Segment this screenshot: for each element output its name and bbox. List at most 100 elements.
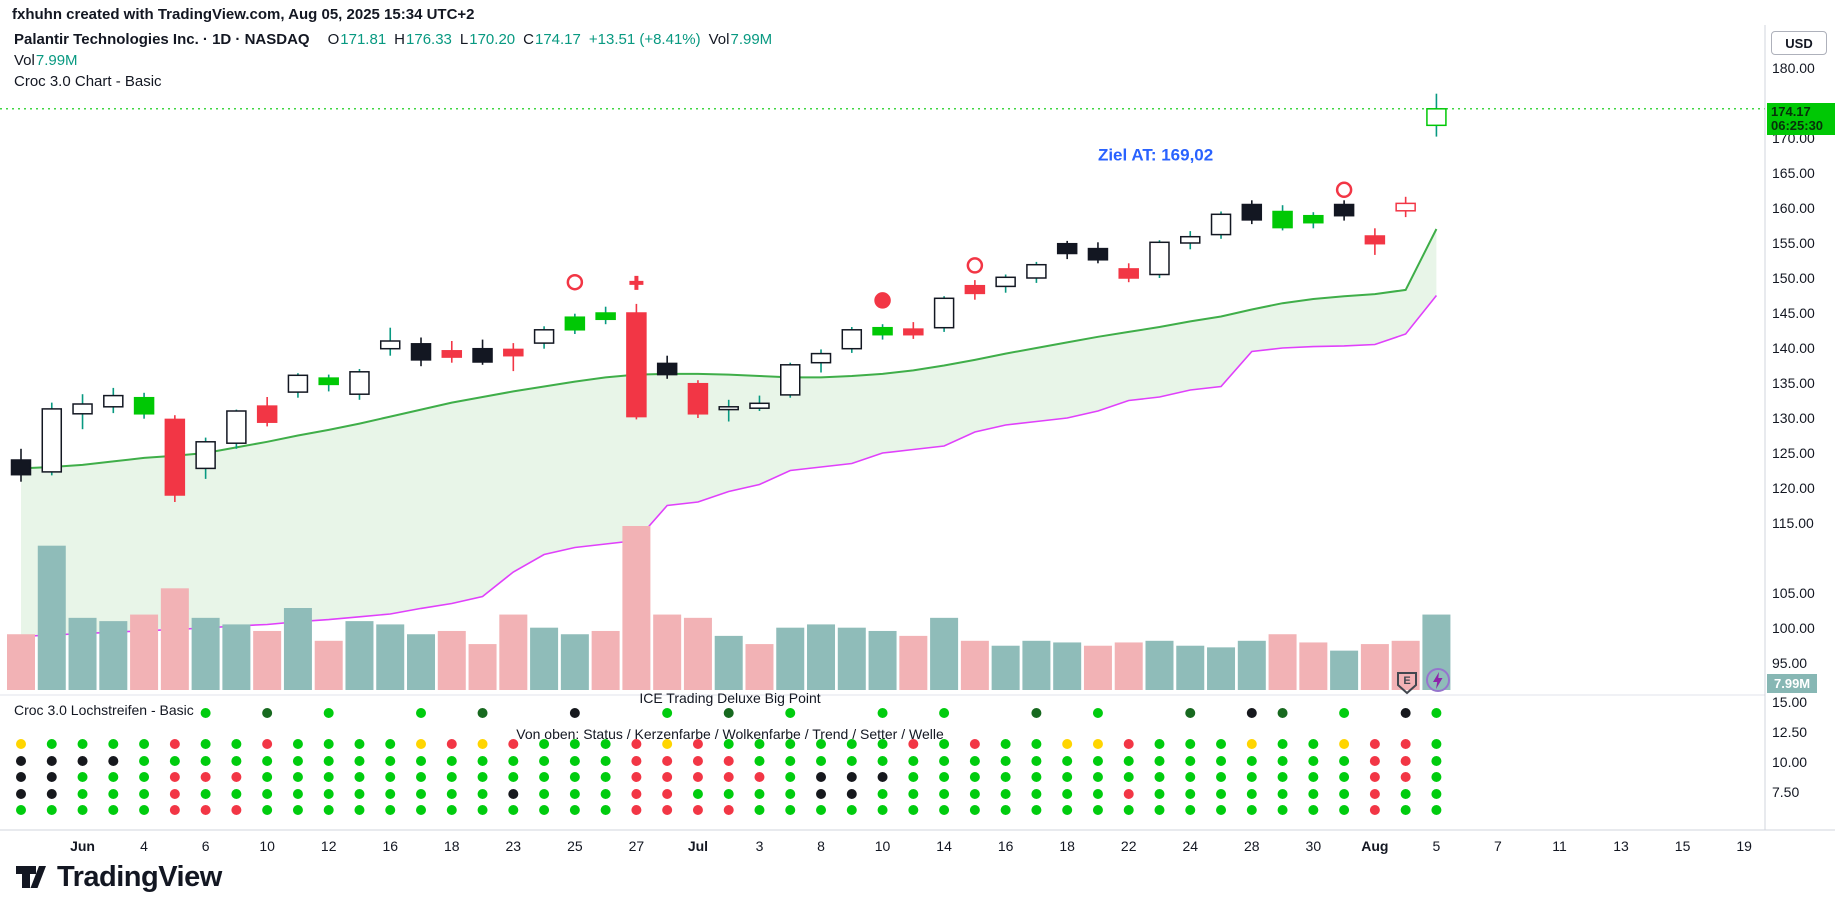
time-tick-label: 10 [259,838,275,854]
indicator-dot [508,805,519,815]
indicator-dot [662,805,673,815]
candle-body [287,374,309,393]
indicator-dot [77,772,88,782]
indicator-dot [1369,805,1380,815]
price-tick-label: 155.00 [1772,235,1815,251]
indicator-dot [16,772,26,782]
indicator-dot [1062,789,1073,799]
candle-body [964,284,986,295]
indicator-dot [600,739,611,749]
indicator-dot [539,805,550,815]
price-tick-label: 115.00 [1772,515,1814,531]
volume-bar [991,645,1020,690]
price-tick-label: 120.00 [1772,480,1815,496]
indicator-dot [1031,789,1042,799]
volume-bar [1053,642,1082,690]
indicator-dot [1400,739,1411,749]
indicator2-title[interactable]: Croc 3.0 Lochstreifen - Basic [14,702,194,718]
volume-bar [1268,634,1297,690]
indicator-dot [139,772,150,782]
indicator-dot [416,708,427,718]
indicator-dot [231,756,242,766]
indicator-dot [754,772,765,782]
indicator-dot [569,708,580,718]
indicator-dot [816,756,827,766]
symbol-title[interactable]: Palantir Technologies Inc. · 1D · NASDAQ [14,31,310,48]
indicator-dot [1246,805,1257,815]
indicator-dot [1308,772,1319,782]
indicator-dot [508,756,519,766]
volume-bar [99,621,128,690]
time-tick-label: 10 [875,838,891,854]
volume-row-label[interactable]: Vol [14,52,35,69]
candle-body [626,312,647,418]
indicator-dot [569,772,580,782]
indicator2-subtitle: ICE Trading Deluxe Big Point [639,690,821,706]
indicator-dot [292,805,303,815]
candle-body [503,348,524,357]
time-tick-label: 14 [936,838,952,854]
indicator-dot [1246,772,1257,782]
indicator-dot [1246,756,1257,766]
indicator-dot [754,756,765,766]
indicator-dot [969,772,980,782]
indicator-dot [1092,739,1103,749]
indicator-dot [1185,789,1196,799]
indicator-dot [354,805,365,815]
candle-body [903,328,924,336]
indicator-dot [446,772,457,782]
candle-body [1056,242,1078,255]
indicator-dot [139,739,150,749]
indicator-dot [1400,772,1411,782]
indicator-dot [477,772,488,782]
tradingview-logo[interactable]: TradingView [14,860,222,894]
chart-indicator-label[interactable]: Croc 3.0 Chart - Basic [14,73,162,90]
indicator-dot [1185,708,1196,718]
indicator-dot [354,789,365,799]
price-tick-label: 125.00 [1772,445,1815,461]
indicator-dot [323,756,334,766]
indicator-dot [46,756,57,766]
indicator-dot [200,789,211,799]
badge-letter: E [1403,675,1410,687]
indicator-dot [1339,708,1350,718]
indicator-dot [262,739,273,749]
indicator-dot [108,789,119,799]
realtime-lightning-icon[interactable] [1424,666,1452,699]
indicator-dot [1400,789,1411,799]
circle-open-marker [966,257,984,274]
indicator-dot [385,772,396,782]
volume-bar [376,624,405,690]
indicator-dot [600,805,611,815]
indicator-dot [600,756,611,766]
indicator-dot [1277,772,1288,782]
time-tick-label: 18 [444,838,460,854]
close-value: 174.17 [534,31,581,48]
indicator-dot [1339,805,1350,815]
volume-bar [314,640,343,690]
watermark-text: fxhuhn created with TradingView.com, Aug… [12,6,475,23]
currency-button[interactable]: USD [1771,31,1827,55]
indicator-dot [754,739,765,749]
candle-body [1149,241,1170,276]
last-price-value: 174.17 [1771,104,1811,119]
indicator-dot [846,805,857,815]
volume-bar [283,608,312,690]
indicator-dot [477,789,488,799]
indicator-dot [1062,805,1073,815]
candle-body [103,394,124,408]
price-tick-label: 130.00 [1772,410,1815,426]
volume-bar [160,588,189,690]
volume-bar [1114,642,1143,690]
indicator-dot [77,739,88,749]
indicator-dot [416,739,427,749]
indicator-dot [1400,756,1411,766]
volume-bar [68,617,97,690]
exchange-badge-icon[interactable]: E [1396,671,1418,700]
volume-bar [407,634,436,690]
time-tick-label: 16 [382,838,398,854]
indicator-dot [969,739,980,749]
indicator-dot [631,772,642,782]
candle-body [841,329,863,350]
